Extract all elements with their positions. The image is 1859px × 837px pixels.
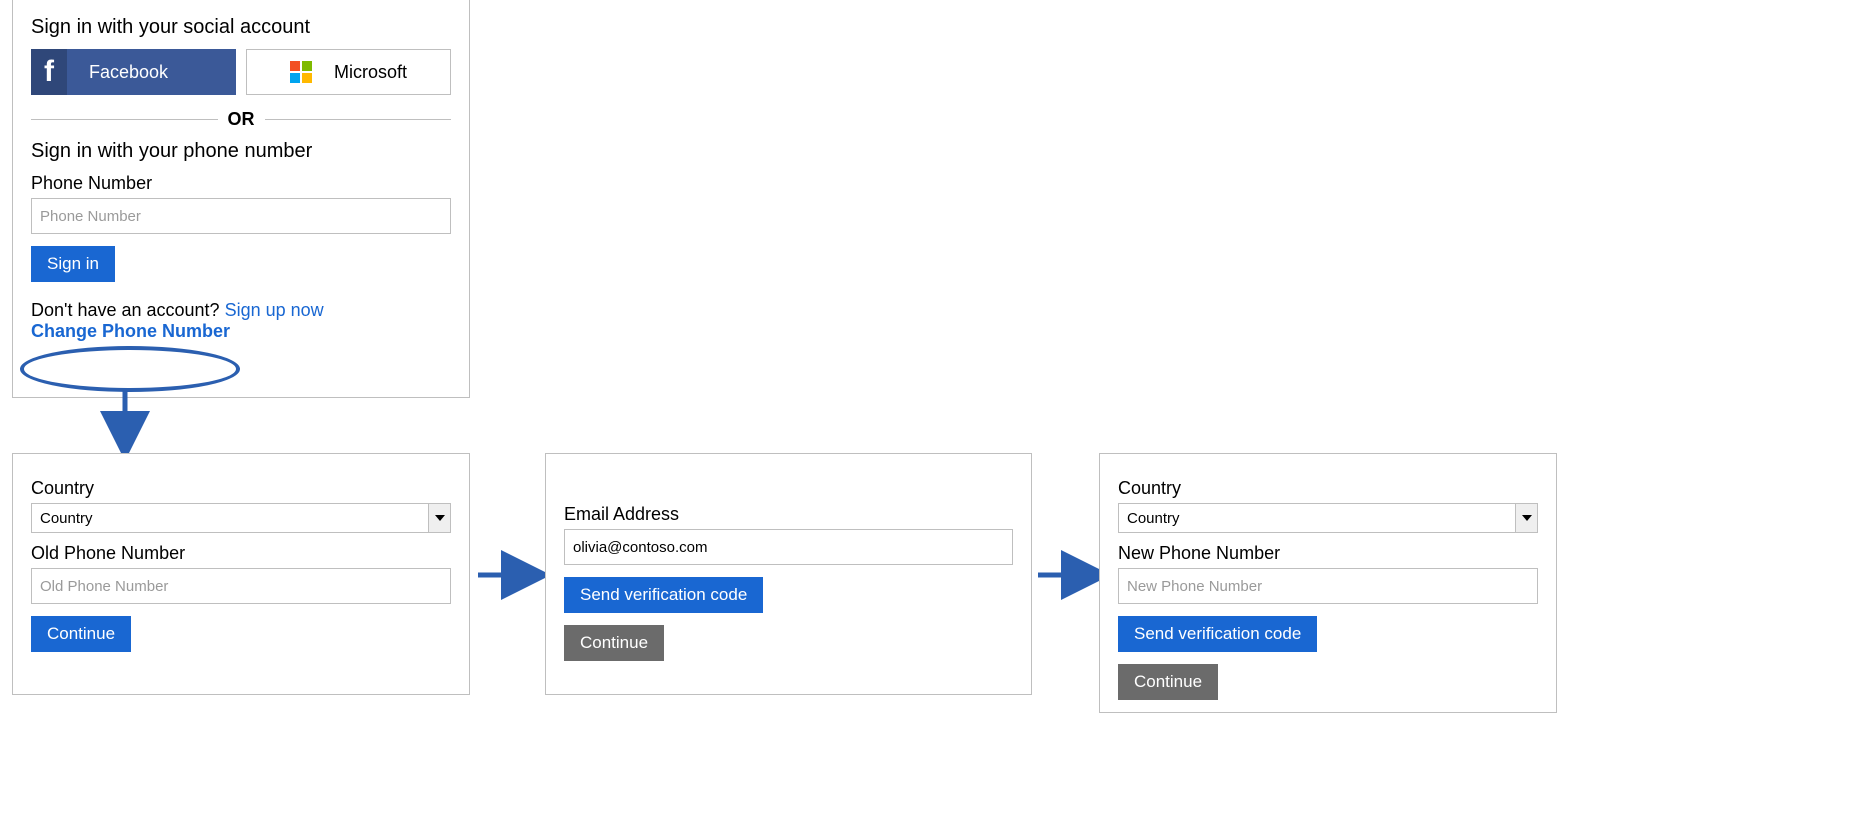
social-buttons-row: f Facebook Microsoft	[31, 49, 451, 95]
arrow-right-icon	[1038, 560, 1098, 590]
email-panel: Email Address Send verification code Con…	[545, 453, 1032, 695]
phone-heading: Sign in with your phone number	[31, 140, 451, 163]
phone-label: Phone Number	[31, 173, 451, 194]
new-phone-input[interactable]	[1118, 568, 1538, 604]
old-phone-panel: Country Old Phone Number Continue	[12, 453, 470, 695]
old-phone-input[interactable]	[31, 568, 451, 604]
continue-button[interactable]: Continue	[1118, 664, 1218, 700]
change-phone-link[interactable]: Change Phone Number	[31, 321, 230, 341]
divider-text: OR	[218, 109, 265, 130]
signin-button[interactable]: Sign in	[31, 246, 115, 282]
microsoft-label: Microsoft	[334, 62, 407, 83]
send-code-button[interactable]: Send verification code	[1118, 616, 1317, 652]
signup-link[interactable]: Sign up now	[225, 300, 324, 320]
country-label: Country	[1118, 478, 1538, 499]
continue-button[interactable]: Continue	[31, 616, 131, 652]
arrow-down-icon	[110, 388, 140, 448]
signin-panel: Sign in with your social account f Faceb…	[12, 0, 470, 398]
old-phone-label: Old Phone Number	[31, 543, 451, 564]
no-account-text: Don't have an account?	[31, 300, 225, 320]
send-code-button[interactable]: Send verification code	[564, 577, 763, 613]
facebook-button[interactable]: f Facebook	[31, 49, 236, 95]
microsoft-icon	[290, 61, 312, 83]
arrow-right-icon	[478, 560, 538, 590]
country-select[interactable]	[1118, 503, 1538, 533]
phone-input[interactable]	[31, 198, 451, 234]
signup-prompt: Don't have an account? Sign up now	[31, 300, 451, 321]
email-label: Email Address	[564, 504, 1013, 525]
social-heading: Sign in with your social account	[31, 16, 451, 39]
email-input[interactable]	[564, 529, 1013, 565]
new-phone-panel: Country New Phone Number Send verificati…	[1099, 453, 1557, 713]
facebook-icon: f	[31, 49, 67, 95]
divider: OR	[31, 109, 451, 130]
continue-button[interactable]: Continue	[564, 625, 664, 661]
country-select[interactable]	[31, 503, 451, 533]
country-label: Country	[31, 478, 451, 499]
microsoft-button[interactable]: Microsoft	[246, 49, 451, 95]
facebook-label: Facebook	[89, 62, 236, 83]
new-phone-label: New Phone Number	[1118, 543, 1538, 564]
